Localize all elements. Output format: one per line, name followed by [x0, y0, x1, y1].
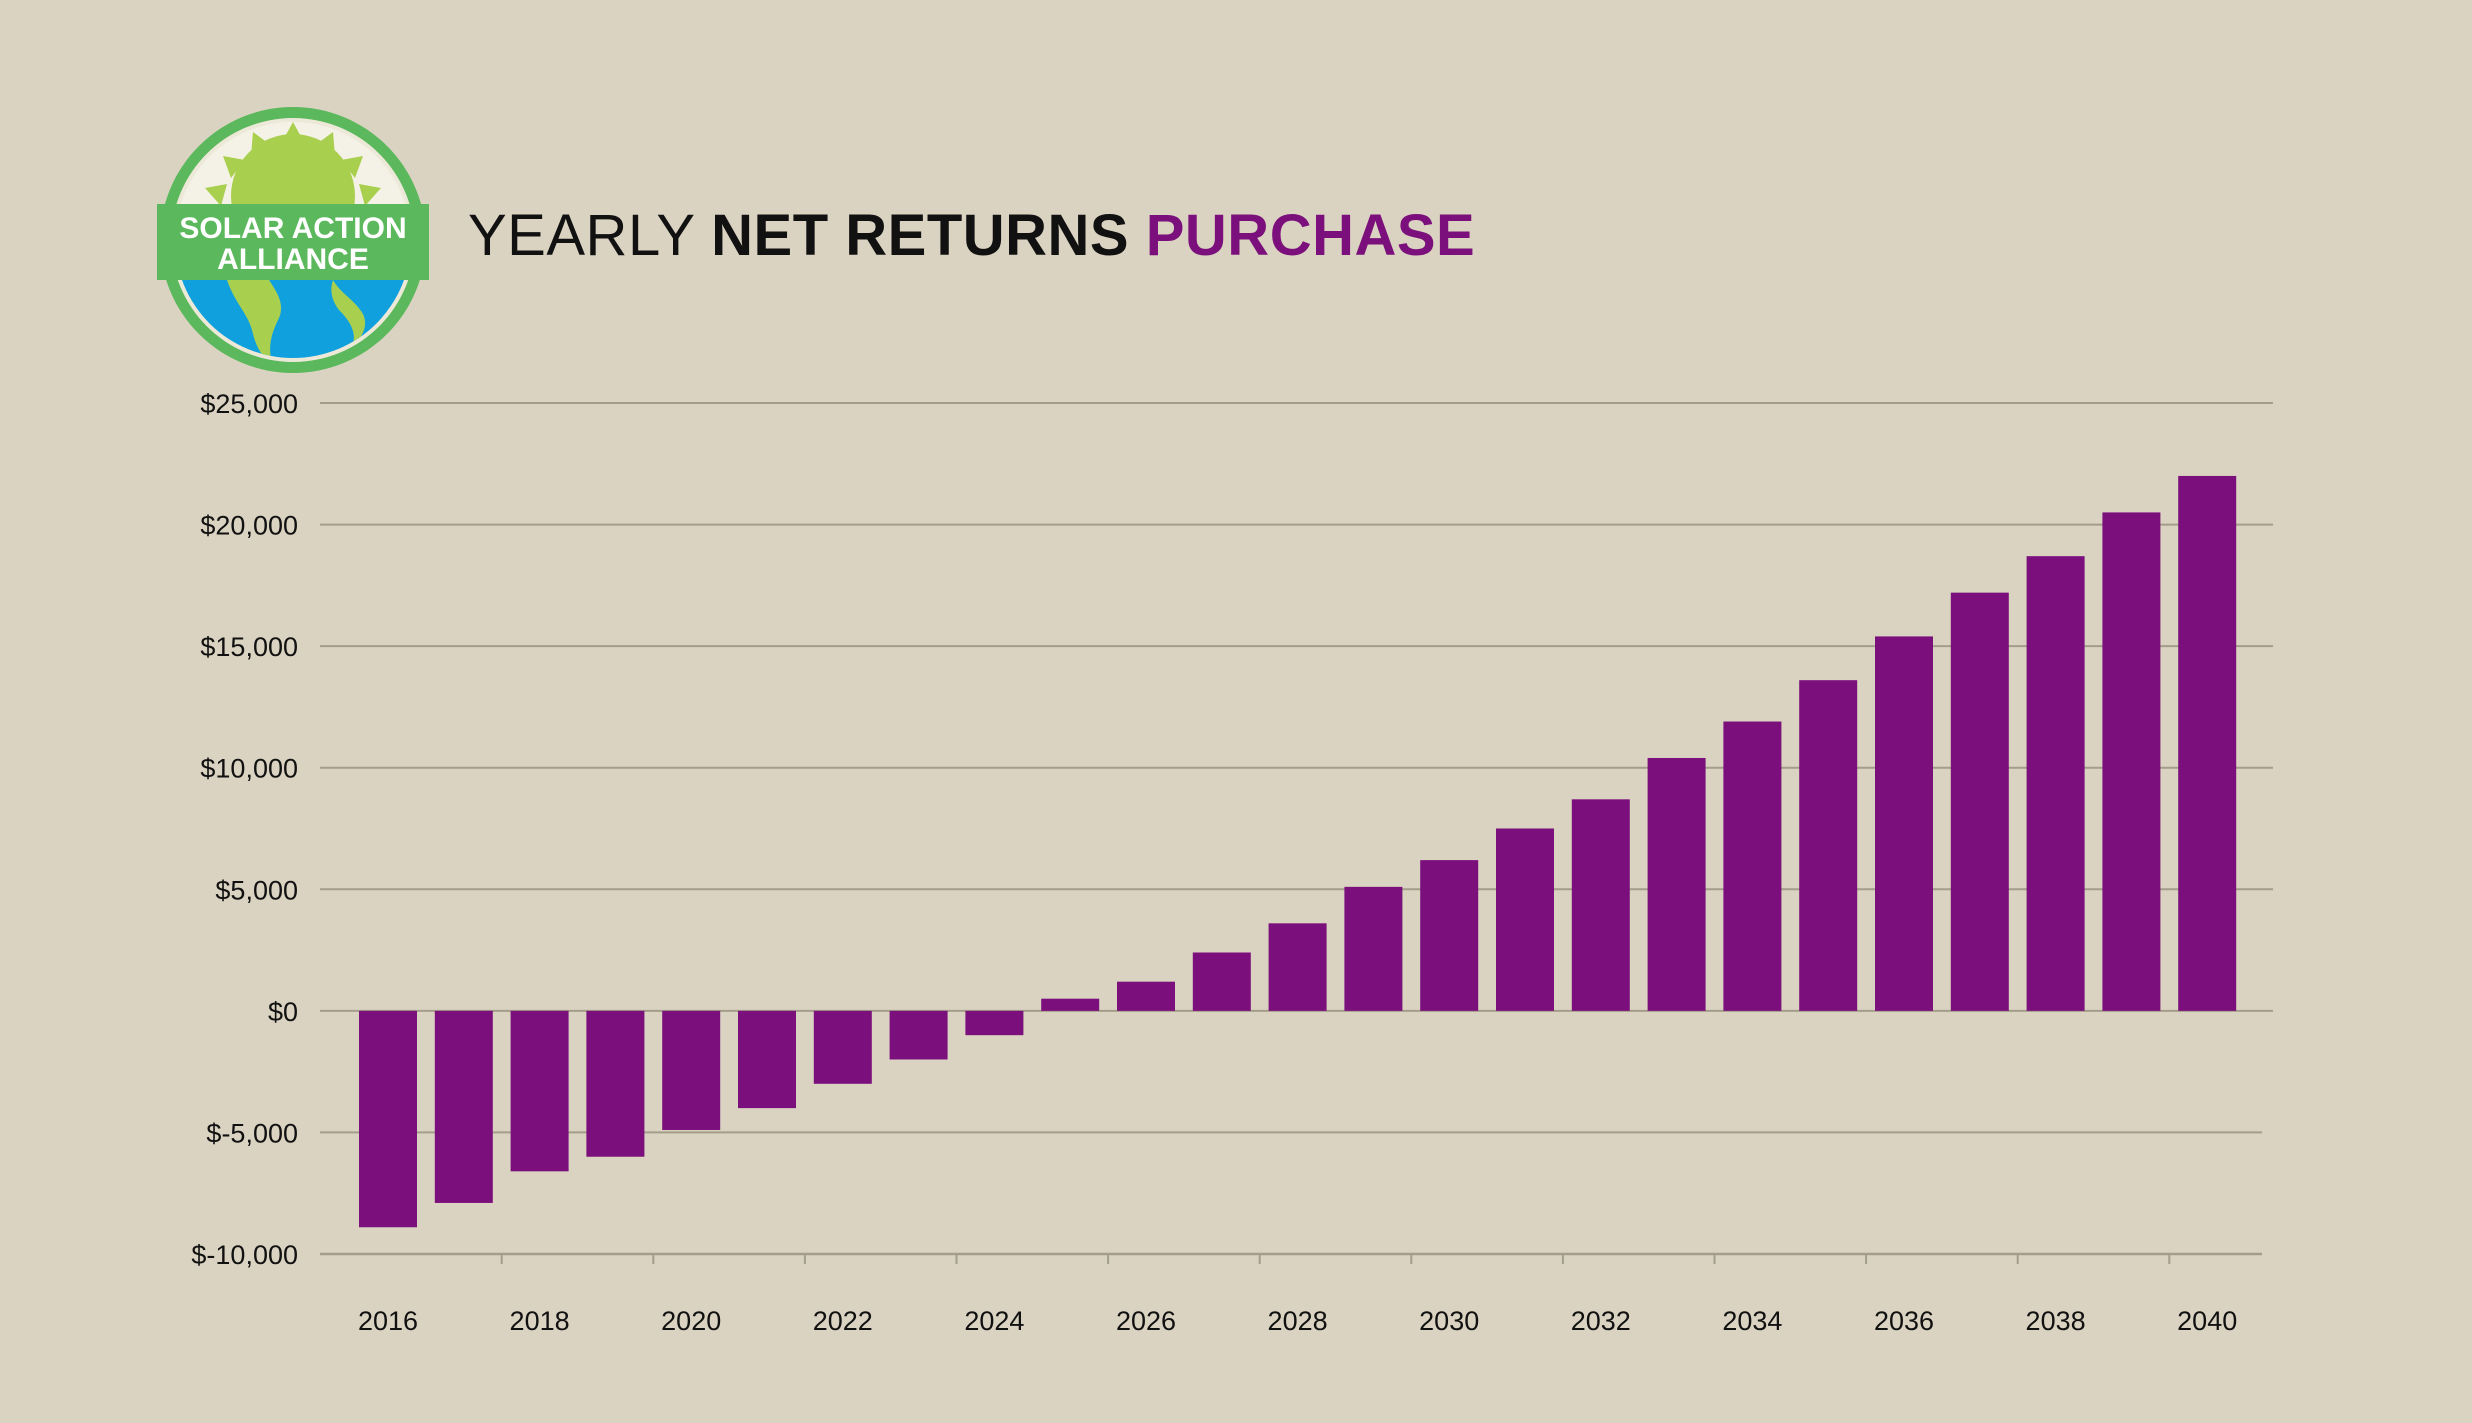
x-tick-label: 2034 — [1722, 1306, 1782, 1336]
x-tick-label: 2040 — [2177, 1306, 2237, 1336]
bar-2036 — [1875, 636, 1933, 1011]
x-tick-label: 2036 — [1874, 1306, 1934, 1336]
bar-2033 — [1647, 757, 1706, 1011]
bar-2031 — [1496, 828, 1554, 1011]
x-tick-label: 2030 — [1419, 1306, 1479, 1336]
title-part-yearly: YEARLY — [468, 203, 712, 268]
x-tick-label: 2018 — [510, 1306, 570, 1336]
bar-2022 — [813, 1010, 872, 1084]
bar-2027 — [1192, 952, 1251, 1011]
bar-2030 — [1420, 860, 1479, 1011]
bar-2026 — [1117, 981, 1175, 1011]
bar-2016 — [359, 1010, 417, 1228]
x-tick-label: 2024 — [964, 1306, 1024, 1336]
logo-banner — [157, 204, 429, 280]
y-tick-label: $15,000 — [200, 632, 298, 662]
earth-continent-right — [331, 280, 366, 344]
bar-2018 — [510, 1010, 569, 1172]
bar-2021 — [738, 1010, 796, 1109]
y-tick-label: $0 — [268, 997, 298, 1027]
solar-action-alliance-logo: SOLAR ACTION ALLIANCE — [157, 107, 429, 373]
bar-2024 — [965, 1010, 1024, 1036]
bar-2020 — [662, 1010, 721, 1130]
y-tick-label: $20,000 — [200, 511, 298, 541]
bar-2029 — [1344, 886, 1403, 1011]
x-tick-label: 2026 — [1116, 1306, 1176, 1336]
x-tick-label: 2038 — [2026, 1306, 2086, 1336]
bar-2035 — [1799, 680, 1858, 1011]
x-tick-label: 2020 — [661, 1306, 721, 1336]
title-part-purchase: PURCHASE — [1145, 203, 1476, 268]
y-tick-label: $25,000 — [200, 389, 298, 419]
bar-2039 — [2102, 512, 2161, 1011]
y-tick-label: $-5,000 — [206, 1118, 298, 1148]
bar-2025 — [1041, 998, 1100, 1011]
x-tick-label: 2028 — [1268, 1306, 1328, 1336]
y-tick-label: $5,000 — [215, 875, 298, 905]
earth-continent-left — [227, 280, 282, 358]
x-tick-label: 2016 — [358, 1306, 418, 1336]
bar-2017 — [434, 1010, 493, 1203]
logo-text-line1: SOLAR ACTION — [179, 212, 406, 245]
bar-2037 — [1950, 592, 2009, 1011]
chart-title: YEARLY NET RETURNS PURCHASE — [468, 196, 1475, 276]
y-tick-label: $10,000 — [200, 754, 298, 784]
bar-2019 — [586, 1010, 645, 1157]
title-part-net-returns: NET RETURNS — [711, 203, 1146, 268]
bar-2023 — [889, 1010, 948, 1060]
x-tick-label: 2022 — [813, 1306, 873, 1336]
x-tick-label: 2032 — [1571, 1306, 1631, 1336]
bar-2032 — [1571, 799, 1630, 1011]
y-tick-label: $-10,000 — [191, 1240, 298, 1270]
bar-2028 — [1268, 923, 1327, 1011]
bar-2034 — [1723, 721, 1782, 1011]
logo-text-line2: ALLIANCE — [217, 243, 369, 276]
bar-2040 — [2178, 475, 2237, 1011]
bar-2038 — [2026, 556, 2085, 1011]
